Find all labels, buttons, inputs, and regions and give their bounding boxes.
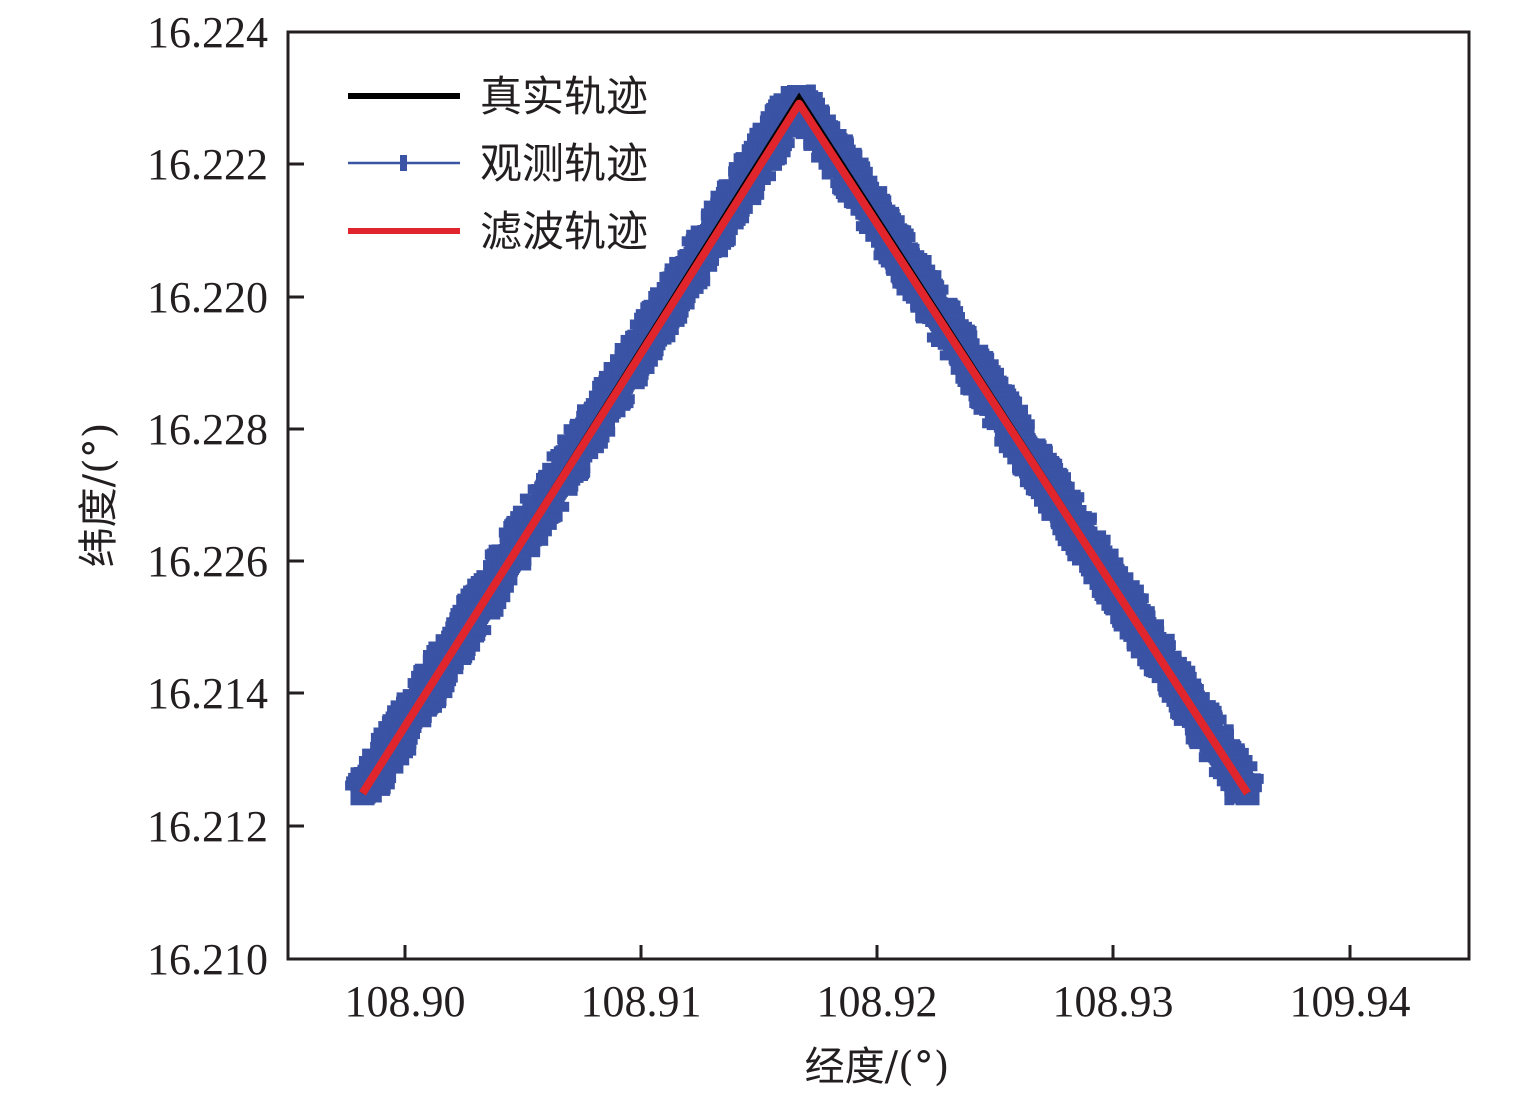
x-axis-label: 经度/(°) xyxy=(805,1044,950,1090)
legend-label-filtered: 滤波轨迹 xyxy=(480,207,648,256)
y-tick-label: 16.222 xyxy=(147,140,268,189)
legend-marker-observed xyxy=(400,155,407,171)
observed-trajectory-series xyxy=(345,84,1264,806)
legend-label-true: 真实轨迹 xyxy=(480,72,648,121)
legend-label-observed: 观测轨迹 xyxy=(480,139,648,188)
y-tick-label: 16.220 xyxy=(147,273,268,322)
x-tick-label: 109.94 xyxy=(1290,977,1411,1026)
y-tick-label: 16.210 xyxy=(147,935,268,984)
filtered-trajectory-series xyxy=(359,99,1251,796)
y-tick-label: 16.228 xyxy=(147,405,268,454)
y-tick-label: 16.226 xyxy=(147,537,268,586)
y-tick-label: 16.214 xyxy=(147,669,268,718)
x-tick-label: 108.92 xyxy=(817,977,938,1026)
y-axis-tick-labels: 16.224 16.222 16.220 16.228 16.226 16.21… xyxy=(147,8,268,984)
x-tick-label: 108.91 xyxy=(581,977,702,1026)
legend-item-observed: 观测轨迹 xyxy=(348,139,648,188)
legend: 真实轨迹 观测轨迹 滤波轨迹 xyxy=(348,72,648,256)
x-axis-tick-labels: 108.90 108.91 108.92 108.93 109.94 xyxy=(345,977,1411,1026)
plot-frame xyxy=(286,30,1471,961)
legend-item-filtered: 滤波轨迹 xyxy=(348,207,648,256)
legend-item-true: 真实轨迹 xyxy=(348,72,648,121)
y-tick-label: 16.224 xyxy=(147,8,268,57)
true-trajectory-series xyxy=(360,92,1250,795)
y-axis-ticks xyxy=(288,162,304,828)
series-layer xyxy=(345,84,1264,806)
y-tick-label: 16.212 xyxy=(147,802,268,851)
x-tick-label: 108.90 xyxy=(345,977,466,1026)
y-axis-label: 纬度/(°) xyxy=(76,423,122,568)
x-tick-label: 108.93 xyxy=(1053,977,1174,1026)
x-axis-ticks xyxy=(403,945,1352,959)
